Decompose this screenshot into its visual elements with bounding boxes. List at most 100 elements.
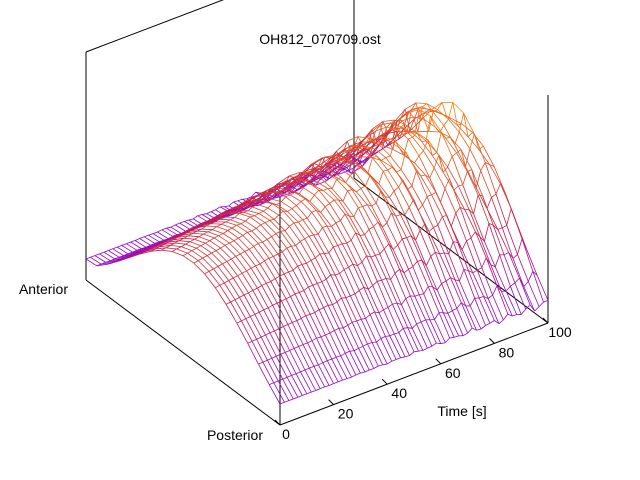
mesh-line-position — [345, 295, 351, 299]
mesh-line-time — [334, 176, 346, 184]
mesh-line-time — [313, 366, 326, 388]
mesh-line-time — [200, 245, 212, 254]
mesh-line-time — [454, 279, 467, 307]
plot-box — [85, 0, 549, 426]
mesh-line-time — [143, 236, 156, 244]
mesh-line-position — [411, 102, 417, 110]
mesh-line-time — [219, 218, 231, 221]
mesh-line-time — [130, 241, 142, 249]
mesh-line-time — [410, 235, 423, 261]
mesh-line-time — [317, 234, 330, 253]
mesh-line-time — [350, 149, 362, 151]
mesh-line-time — [136, 247, 148, 251]
mesh-line-position — [263, 307, 269, 311]
mesh-line-time — [214, 237, 226, 246]
mesh-line-position — [234, 213, 240, 218]
mesh-line-time — [401, 127, 413, 138]
mesh-line-time — [325, 172, 337, 180]
mesh-line-time — [407, 327, 419, 352]
mesh-line-time — [122, 255, 134, 260]
mesh-line-time — [171, 234, 183, 240]
mesh-line-time — [517, 254, 529, 282]
mesh-line-position — [386, 360, 392, 365]
mesh-line-position — [256, 336, 262, 340]
mesh-line-position — [247, 340, 253, 344]
mesh-line-position — [318, 307, 324, 311]
mesh-line-time — [304, 369, 317, 391]
mesh-line-time — [327, 305, 340, 329]
mesh-line-position — [224, 205, 229, 208]
mesh-line-time — [488, 223, 500, 256]
mesh-line-position — [471, 327, 477, 331]
mesh-line-time — [265, 283, 278, 304]
mesh-line-position — [331, 179, 338, 189]
mesh-line-time — [235, 256, 247, 272]
mesh-line-position — [405, 295, 411, 299]
mesh-line-position — [262, 359, 268, 363]
mesh-line-time — [234, 217, 246, 222]
mesh-line-position — [418, 350, 423, 352]
mesh-line-time — [521, 238, 534, 272]
mesh-line-time — [144, 248, 156, 253]
mesh-line-time — [159, 245, 171, 248]
mesh-line-time — [306, 218, 319, 235]
mesh-line-position — [389, 190, 395, 198]
mesh-line-time — [387, 138, 400, 146]
mesh-line-time — [220, 247, 232, 260]
mesh-line-position — [278, 210, 284, 216]
mesh-line-position — [318, 362, 323, 366]
mesh-line-time — [431, 102, 443, 111]
mesh-line-time — [218, 235, 230, 244]
mesh-line-time — [259, 263, 272, 282]
mesh-line-position — [510, 282, 516, 287]
mesh-line-time — [450, 117, 462, 125]
mesh-line-time — [418, 294, 431, 321]
mesh-line-time — [296, 205, 308, 219]
mesh-line-position — [440, 188, 446, 203]
mesh-line-position — [206, 252, 212, 256]
mesh-line-time — [382, 226, 394, 250]
mesh-line-time — [373, 226, 385, 250]
mesh-line-position — [480, 325, 486, 330]
mesh-line-position — [302, 393, 307, 396]
mesh-line-time — [478, 149, 490, 165]
mesh-line-time — [484, 241, 496, 267]
mesh-line-time — [292, 270, 305, 291]
mesh-line-position — [360, 185, 366, 189]
mesh-line-time — [357, 207, 370, 230]
mesh-line-time — [282, 378, 294, 400]
mesh-line-time — [245, 318, 257, 340]
mesh-line-position — [202, 255, 208, 259]
mesh-line-time — [291, 322, 304, 345]
mesh-line-time — [280, 230, 292, 247]
mesh-line-time — [441, 283, 453, 311]
mesh-line-time — [259, 193, 271, 203]
mesh-line-position — [172, 248, 177, 252]
mesh-line-position — [503, 252, 509, 256]
mesh-line-time — [244, 251, 256, 267]
mesh-line-time — [121, 245, 133, 253]
mesh-line-time — [133, 251, 145, 256]
mesh-line-position — [220, 244, 226, 249]
mesh-line-position — [373, 221, 379, 227]
mesh-line-position — [498, 319, 504, 325]
mesh-line-time — [331, 153, 343, 161]
mesh-line-time — [101, 262, 113, 265]
mesh-line-position — [385, 196, 390, 198]
mesh-line-time — [536, 275, 549, 301]
mesh-line-position — [411, 170, 417, 187]
mesh-line-time — [424, 110, 436, 113]
y-label-anterior: Anterior — [19, 281, 68, 297]
mesh-line-position — [362, 343, 368, 347]
mesh-line-time — [487, 298, 500, 324]
mesh-line-time — [294, 192, 306, 200]
mesh-line-time — [443, 252, 456, 280]
mesh-line-position — [347, 321, 353, 326]
mesh-line-time — [225, 221, 237, 226]
mesh-line-position — [419, 293, 424, 295]
mesh-line-position — [507, 313, 513, 317]
mesh-line-position — [310, 312, 315, 315]
mesh-line-time — [315, 210, 328, 227]
mesh-line-time — [296, 173, 309, 184]
mesh-line-time — [318, 190, 330, 204]
